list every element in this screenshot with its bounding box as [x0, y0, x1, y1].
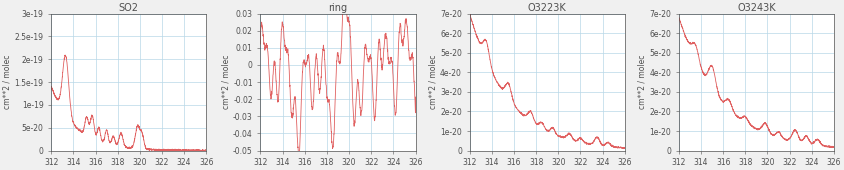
Title: SO2: SO2 [119, 3, 138, 13]
Y-axis label: cm**2 / molec: cm**2 / molec [221, 55, 230, 109]
Title: ring: ring [328, 3, 348, 13]
Y-axis label: cm**2 / molec: cm**2 / molec [637, 55, 647, 109]
Y-axis label: cm**2 / molec: cm**2 / molec [3, 55, 12, 109]
Title: O3223K: O3223K [528, 3, 566, 13]
Y-axis label: cm**2 / molec: cm**2 / molec [429, 55, 437, 109]
Title: O3243K: O3243K [737, 3, 776, 13]
